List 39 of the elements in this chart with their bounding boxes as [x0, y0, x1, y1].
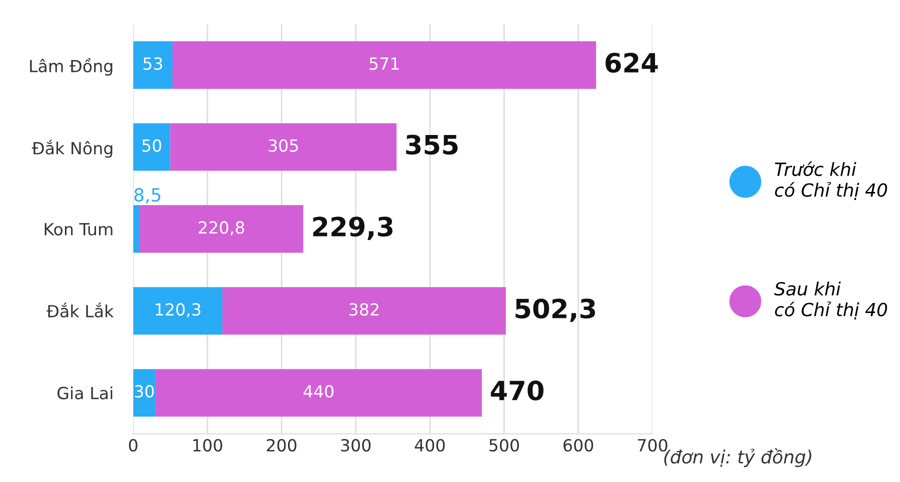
bar — [172, 41, 596, 89]
total-label: 502,3 — [516, 298, 595, 322]
total-label: 470 — [490, 380, 544, 400]
x-tick-label: 600 — [564, 438, 594, 452]
bar — [133, 369, 156, 417]
data-label: 220,8 — [198, 221, 244, 236]
bar — [222, 287, 506, 335]
bar — [133, 287, 222, 335]
y-tick-label: Lâm Đồng — [30, 58, 112, 76]
bar — [133, 41, 173, 89]
y-tick-label: Kon Tum — [44, 223, 112, 236]
x-tick-label: 100 — [193, 438, 222, 452]
x-tick-label: 300 — [341, 438, 371, 452]
legend-label: Trước khi có Chỉ thị 40 — [774, 161, 888, 200]
x-tick-label: 500 — [490, 438, 519, 452]
data-label: 382 — [350, 303, 378, 316]
y-tick-label: Gia Lai — [58, 386, 112, 400]
data-label: 440 — [304, 385, 334, 398]
total-label: 355 — [406, 134, 458, 155]
y-tick-label: Đắk Lắk — [46, 302, 114, 318]
data-label: 571 — [370, 58, 399, 70]
legend-label: Sau khi có Chỉ thị 40 — [774, 282, 888, 320]
x-tick-label: 200 — [266, 438, 296, 452]
bar — [170, 123, 397, 171]
data-label: 305 — [268, 139, 298, 152]
data-label: 53 — [144, 57, 162, 70]
total-label: 624 — [606, 52, 658, 73]
data-label: 30 — [134, 385, 154, 398]
total-label: 229,3 — [313, 216, 392, 240]
x-tick-label: 0 — [128, 438, 138, 452]
bar — [133, 123, 170, 171]
bar — [133, 205, 140, 253]
data-label: 120,3 — [156, 303, 200, 318]
x-tick-label: 400 — [414, 438, 445, 452]
bar — [140, 205, 304, 253]
y-tick-label: Đắk Nông — [32, 140, 112, 158]
bar — [155, 369, 482, 417]
data-label: 50 — [142, 139, 162, 152]
data-label: 8,5 — [134, 188, 160, 204]
